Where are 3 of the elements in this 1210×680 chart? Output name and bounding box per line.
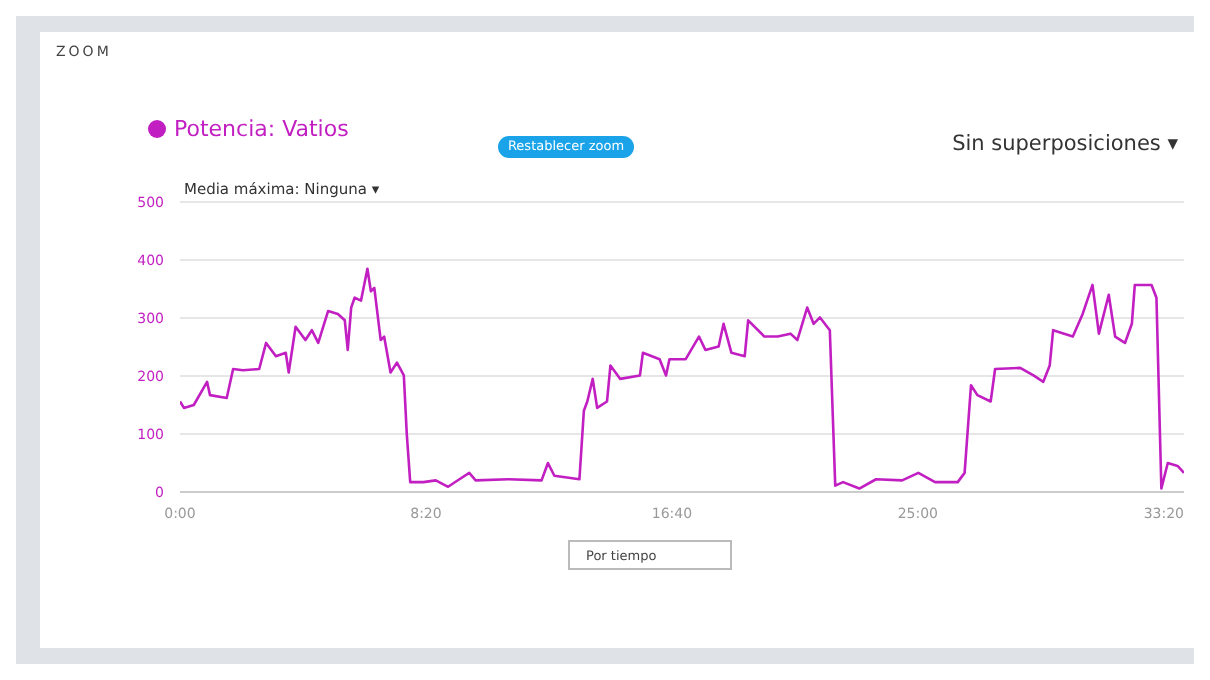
text: Sin superposiciones ▾ [952,132,1178,156]
line-series [180,267,1184,490]
legend-label: Potencia: Vatios [174,116,349,142]
